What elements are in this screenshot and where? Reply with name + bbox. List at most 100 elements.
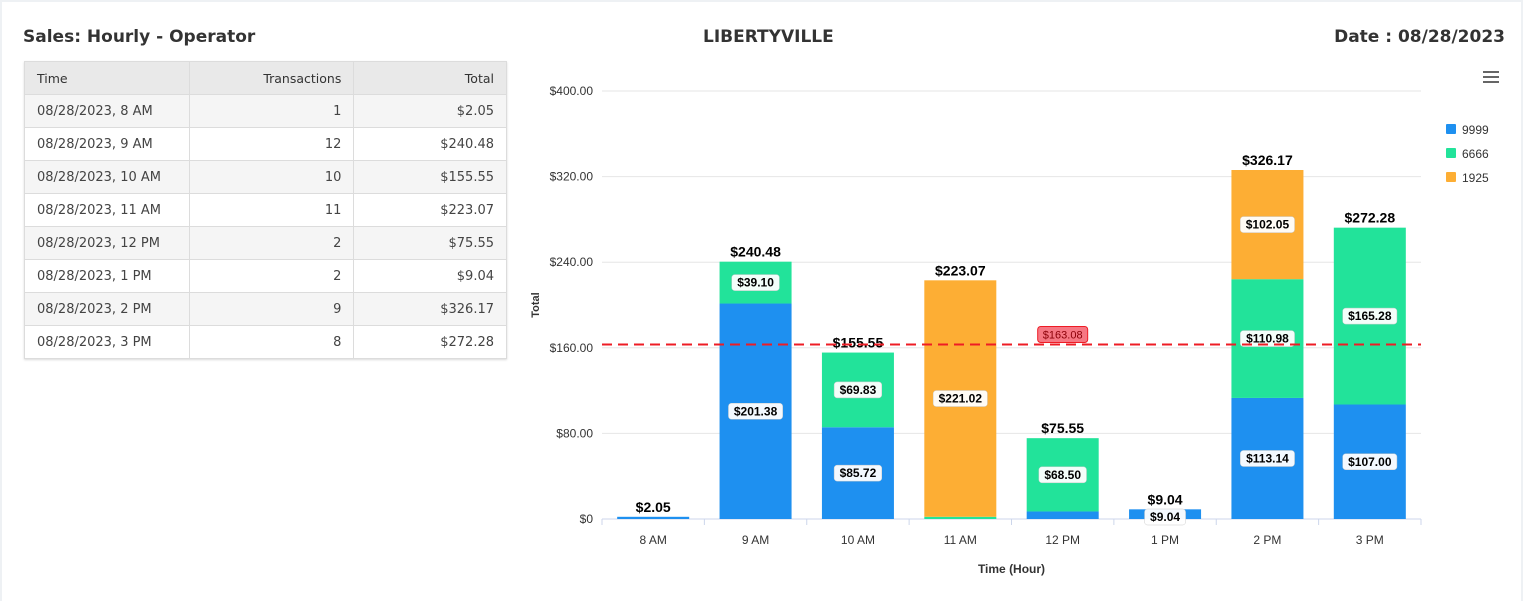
- cell-total: $223.07: [353, 193, 507, 227]
- data-label-box: [1240, 216, 1295, 233]
- column-header-time[interactable]: Time: [24, 61, 190, 95]
- data-label-box: [1240, 450, 1295, 467]
- cell-total: $75.55: [353, 226, 507, 260]
- x-tick-label: 1 PM: [1151, 533, 1179, 547]
- average-label: $163.08: [1043, 330, 1083, 342]
- cell-time: 08/28/2023, 2 PM: [24, 292, 190, 326]
- x-tick-label: 9 AM: [742, 533, 769, 547]
- legend-item: 6666: [1462, 147, 1489, 161]
- cell-time: 08/28/2023, 1 PM: [24, 259, 190, 293]
- menu-icon[interactable]: [1483, 71, 1499, 83]
- cell-transactions: 8: [188, 325, 355, 359]
- data-label: $9.04: [1150, 510, 1180, 524]
- total-label: $9.04: [1148, 491, 1183, 507]
- table-row: 08/28/2023, 11 AM 11 $223.07: [24, 193, 507, 227]
- cell-total: $326.17: [353, 292, 507, 326]
- report-title: Sales: Hourly - Operator: [23, 27, 256, 47]
- data-label: $69.83: [840, 383, 877, 397]
- column-header-transactions[interactable]: Transactions: [188, 61, 355, 95]
- data-label-box: [1342, 307, 1398, 325]
- total-label: $2.05: [636, 499, 671, 515]
- x-tick-label: 10 AM: [841, 533, 875, 547]
- cell-transactions: 2: [188, 226, 355, 260]
- x-tick-label: 8 AM: [640, 533, 667, 547]
- cell-total: $2.05: [353, 94, 507, 128]
- cell-total: $272.28: [353, 325, 507, 359]
- table-row: 08/28/2023, 3 PM 8 $272.28: [24, 325, 507, 359]
- data-label: $113.14: [1246, 451, 1289, 465]
- data-label-box: [1144, 508, 1186, 526]
- y-axis-title: Total: [530, 292, 542, 317]
- y-tick-label: $80.00: [556, 426, 593, 440]
- cell-transactions: 12: [188, 127, 355, 161]
- x-tick-label: 2 PM: [1253, 533, 1281, 547]
- data-label-box: [833, 381, 882, 399]
- legend-item: 1925: [1462, 171, 1489, 185]
- legend-swatch[interactable]: [1446, 148, 1456, 158]
- table-row: 08/28/2023, 9 AM 12 $240.48: [24, 127, 507, 161]
- legend-swatch[interactable]: [1446, 124, 1456, 134]
- y-tick-label: $320.00: [550, 170, 594, 184]
- cell-total: $240.48: [353, 127, 507, 161]
- x-tick-label: 12 PM: [1045, 533, 1080, 547]
- menu-icon-bar: [1483, 81, 1499, 83]
- data-label: $85.72: [840, 466, 877, 480]
- total-label: $223.07: [935, 262, 986, 278]
- bar-segment[interactable]: [617, 516, 690, 519]
- cell-transactions: 10: [188, 160, 355, 194]
- x-tick-label: 11 AM: [944, 533, 977, 547]
- data-label-box: [728, 403, 783, 420]
- cell-time: 08/28/2023, 12 PM: [24, 226, 190, 260]
- cell-total: $155.55: [353, 160, 507, 194]
- data-label: $107.00: [1348, 455, 1392, 469]
- data-label-box: [833, 464, 882, 482]
- cell-time: 08/28/2023, 3 PM: [24, 325, 190, 359]
- total-label: $326.17: [1242, 152, 1293, 168]
- data-label-box: [932, 390, 988, 407]
- menu-icon-bar: [1483, 76, 1499, 78]
- cell-time: 08/28/2023, 9 AM: [24, 127, 190, 161]
- data-label: $165.28: [1348, 309, 1392, 323]
- data-label: $68.50: [1044, 468, 1081, 482]
- total-label: $155.55: [833, 335, 884, 351]
- data-label: $102.05: [1246, 218, 1290, 232]
- total-label: $272.28: [1345, 210, 1396, 226]
- table-row: 08/28/2023, 2 PM 9 $326.17: [24, 292, 507, 326]
- cell-time: 08/28/2023, 10 AM: [24, 160, 190, 194]
- report-date: Date : 08/28/2023: [1334, 27, 1505, 47]
- total-label: $75.55: [1041, 420, 1084, 436]
- data-label: $201.38: [734, 404, 778, 418]
- data-label: $110.98: [1246, 332, 1289, 346]
- data-label-box: [1038, 466, 1087, 484]
- sales-table: Time Transactions Total 08/28/2023, 8 AM…: [24, 61, 507, 359]
- data-label: $39.10: [737, 276, 774, 290]
- x-tick-label: 3 PM: [1356, 533, 1384, 547]
- data-label-box: [1240, 330, 1295, 347]
- cell-total: $9.04: [353, 259, 507, 293]
- y-tick-label: $240.00: [550, 255, 594, 269]
- table-row: 08/28/2023, 12 PM 2 $75.55: [24, 226, 507, 260]
- cell-transactions: 1: [188, 94, 355, 128]
- menu-icon-bar: [1483, 71, 1499, 73]
- y-tick-label: $0: [580, 512, 594, 526]
- column-header-total[interactable]: Total: [353, 61, 507, 95]
- table-row: 08/28/2023, 10 AM 10 $155.55: [24, 160, 507, 194]
- data-label-box: [1342, 453, 1398, 471]
- y-tick-label: $400.00: [550, 84, 594, 98]
- data-label: $221.02: [939, 392, 983, 406]
- x-axis-title: Time (Hour): [978, 562, 1045, 576]
- bar-segment[interactable]: [1026, 511, 1099, 519]
- table-row: 08/28/2023, 8 AM 1 $2.05: [24, 94, 507, 128]
- table-row: 08/28/2023, 1 PM 2 $9.04: [24, 259, 507, 293]
- average-label-box: [1037, 326, 1089, 344]
- legend-item: 9999: [1462, 123, 1489, 137]
- cell-time: 08/28/2023, 8 AM: [24, 94, 190, 128]
- cell-transactions: 9: [188, 292, 355, 326]
- data-label-box: [731, 274, 780, 291]
- y-tick-label: $160.00: [550, 341, 594, 355]
- bar-segment[interactable]: [924, 516, 997, 519]
- legend-swatch[interactable]: [1446, 172, 1456, 182]
- cell-time: 08/28/2023, 11 AM: [24, 193, 190, 227]
- cell-transactions: 2: [188, 259, 355, 293]
